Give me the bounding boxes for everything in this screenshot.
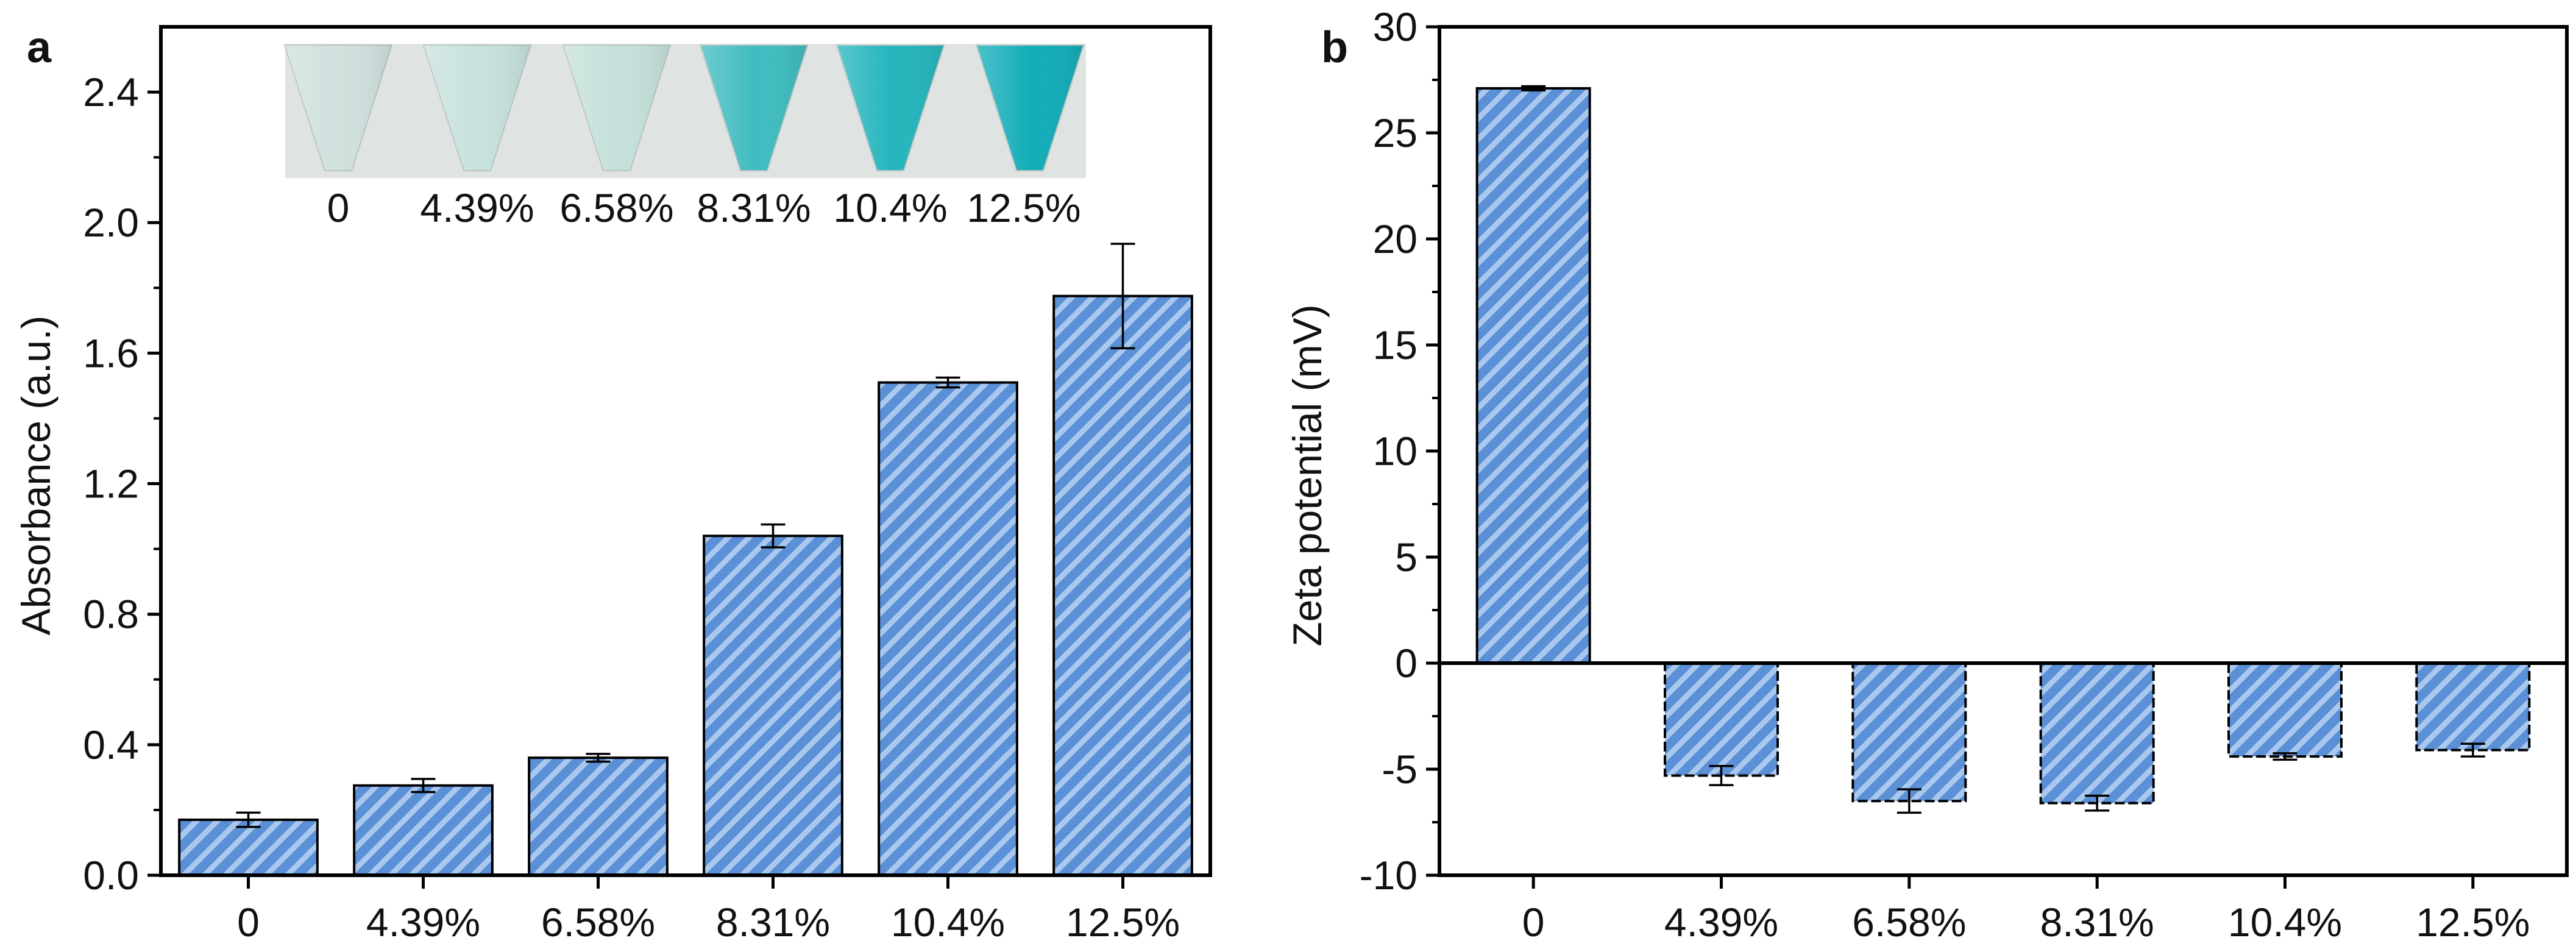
bar-10.4%	[878, 381, 1018, 876]
x-tick-label: 0	[237, 900, 260, 945]
inset-tube-0	[283, 44, 393, 171]
panel-b-ylabel: Zeta potential (mV)	[1285, 304, 1330, 646]
panel-b-label: b	[1321, 23, 1348, 72]
panel-a-inset-photo: 0 4.39% 6.58% 8.31% 10.4% 12.5%	[283, 44, 1086, 230]
inset-tube-8.31%	[699, 44, 809, 171]
y-tick-label: 15	[1373, 322, 1418, 368]
inset-tube-12.5%	[975, 44, 1085, 171]
y-tick-label: 0.0	[83, 853, 139, 898]
x-tick-label: 6.58%	[541, 900, 655, 945]
y-tick-label: 1.2	[83, 461, 139, 506]
bar-4.39%	[353, 784, 494, 877]
bar-0	[178, 818, 319, 876]
error-bar-0	[236, 811, 261, 828]
error-bar-6.58%	[1897, 788, 1921, 814]
x-tick-label: 8.31%	[2040, 900, 2154, 945]
x-tick-label: 10.4%	[2228, 900, 2342, 945]
y-tick-label: 1.6	[83, 330, 139, 375]
bar-6.58%	[1851, 662, 1967, 803]
panel-a-x-ticks: 0 4.39% 6.58% 8.31% 10.4% 12.5%	[237, 875, 1180, 945]
error-bar-10.4%	[2273, 752, 2297, 761]
error-bar-8.31%	[2085, 794, 2110, 812]
panel-b-x-ticks: 0 4.39% 6.58% 8.31% 10.4% 12.5%	[1522, 875, 2530, 945]
inset-label: 0	[327, 185, 350, 230]
inset-tubes	[283, 44, 1085, 171]
inset-label: 4.39%	[420, 185, 534, 230]
inset-label: 12.5%	[967, 185, 1080, 230]
panel-a-bars	[178, 294, 1193, 877]
bar-12.5%	[2415, 662, 2531, 752]
x-tick-label: 6.58%	[1852, 900, 1966, 945]
x-tick-label: 8.31%	[716, 900, 830, 945]
error-bar-8.31%	[761, 523, 786, 549]
panel-a-label: a	[27, 23, 52, 72]
x-tick-label: 4.39%	[366, 900, 480, 945]
y-tick-label: 20	[1373, 216, 1418, 261]
panel-a-error-bars	[236, 243, 1135, 828]
inset-tube-4.39%	[422, 44, 532, 171]
panel-b-y-ticks: -10 -5 0 5 10 15 20 25 30	[1360, 4, 1439, 898]
panel-b-zeta-chart: b Zeta potential (mV) -10-5051015202530 …	[1285, 4, 2569, 945]
bar-12.5%	[1052, 294, 1193, 876]
panel-a-axes-frame	[159, 25, 1212, 877]
panel-a-y-ticks: 0.0 0.4 0.8 1.2 1.6 2.0 2.4	[83, 69, 161, 898]
y-tick-label: -5	[1382, 747, 1418, 792]
y-tick-label: 30	[1373, 4, 1418, 49]
error-bar-12.5%	[2460, 742, 2485, 758]
error-bar-4.39%	[1709, 765, 1734, 786]
inset-labels: 0 4.39% 6.58% 8.31% 10.4% 12.5%	[327, 185, 1081, 230]
inset-photo-background	[285, 44, 1086, 178]
y-tick-label: 2.4	[83, 69, 139, 115]
error-bar-10.4%	[935, 376, 960, 389]
panel-b-error-bars	[1521, 85, 2485, 814]
bar-8.31%	[2039, 662, 2155, 805]
inset-label: 8.31%	[697, 185, 811, 230]
x-tick-label: 0	[1522, 900, 1545, 945]
y-tick-label: 10	[1373, 428, 1418, 474]
inset-tube-10.4%	[836, 44, 945, 171]
panel-a-absorbance-chart: a Absorbance (a.u.) 0 4.39% 6.58% 8.31% 10.4…	[13, 23, 1212, 945]
bar-6.58%	[528, 756, 669, 877]
y-tick-label: 0.8	[83, 592, 139, 637]
y-tick-label: 2.0	[83, 200, 139, 245]
error-bar-12.5%	[1110, 243, 1135, 350]
error-bar-6.58%	[586, 753, 611, 763]
x-tick-label: 10.4%	[891, 900, 1005, 945]
x-tick-label: 4.39%	[1664, 900, 1778, 945]
inset-label: 10.4%	[833, 185, 947, 230]
x-tick-label: 12.5%	[1066, 900, 1180, 945]
panel-b-axes-frame	[1438, 25, 2569, 877]
error-bar-4.39%	[411, 778, 436, 794]
inset-label: 6.58%	[559, 185, 673, 230]
x-tick-label: 12.5%	[2416, 900, 2530, 945]
inset-tube-6.58%	[562, 44, 672, 171]
bar-8.31%	[703, 535, 843, 876]
bar-0	[1475, 87, 1591, 665]
y-tick-label: 0.4	[83, 722, 139, 767]
y-tick-label: 5	[1395, 535, 1418, 580]
bar-4.39%	[1664, 662, 1779, 777]
error-bar-0	[1521, 85, 1546, 92]
panel-b-bars	[1475, 87, 2531, 805]
y-tick-label: -10	[1360, 853, 1418, 898]
panel-a-ylabel: Absorbance (a.u.)	[13, 316, 59, 636]
y-tick-label: 25	[1373, 110, 1418, 155]
y-tick-label: 0	[1395, 641, 1418, 686]
bar-10.4%	[2227, 662, 2343, 758]
